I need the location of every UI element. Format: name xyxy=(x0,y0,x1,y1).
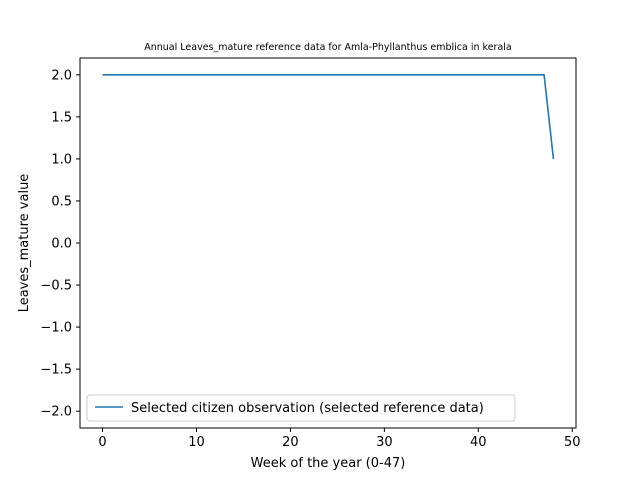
y-tick-label: 2.0 xyxy=(51,68,72,83)
plot-area xyxy=(79,57,577,429)
legend-label: Selected citizen observation (selected r… xyxy=(131,401,484,416)
x-tick-label: 10 xyxy=(188,435,205,450)
series-line xyxy=(102,74,555,159)
chart-title: Annual Leaves_mature reference data for … xyxy=(144,42,512,53)
x-tick-label: 0 xyxy=(98,435,106,450)
y-tick-label: −0.5 xyxy=(40,279,72,294)
x-tick-label: 20 xyxy=(282,435,299,450)
y-tick-label: −2.0 xyxy=(40,405,72,420)
x-tick-label: 50 xyxy=(564,435,581,450)
y-axis-ticks: −2.0 −1.5 −1.0 −0.5 0.0 0.5 1.0 1.5 2.0 xyxy=(40,68,80,420)
x-axis-ticks: 0 10 20 30 40 50 xyxy=(98,428,581,450)
y-tick-label: 0.5 xyxy=(51,194,72,209)
y-tick-label: 1.5 xyxy=(51,110,72,125)
y-tick-label: −1.5 xyxy=(40,363,72,378)
y-tick-label: 1.0 xyxy=(51,152,72,167)
legend: Selected citizen observation (selected r… xyxy=(86,394,516,422)
x-tick-label: 30 xyxy=(376,435,393,450)
x-axis-label: Week of the year (0-47) xyxy=(251,456,406,471)
y-tick-label: −1.0 xyxy=(40,321,72,336)
series-layer xyxy=(102,74,555,159)
legend-box xyxy=(86,394,516,422)
x-tick-label: 40 xyxy=(470,435,487,450)
y-axis-label: Leaves_mature value xyxy=(17,174,32,313)
y-tick-label: 0.0 xyxy=(51,237,72,252)
